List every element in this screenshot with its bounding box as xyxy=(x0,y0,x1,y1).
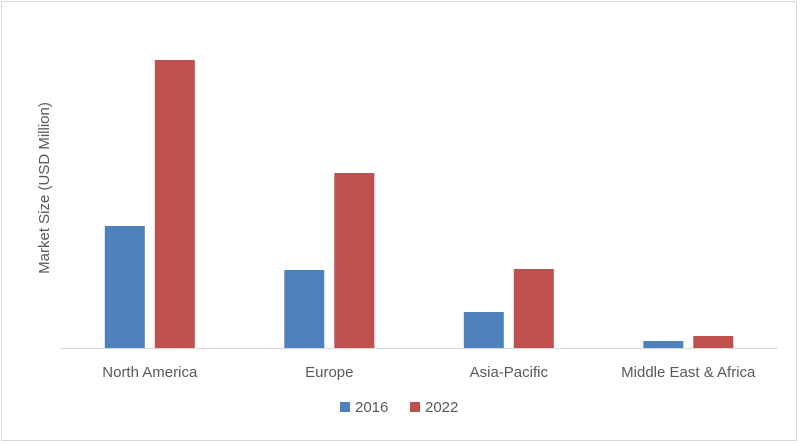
bar-2016-europe xyxy=(284,270,325,348)
bar-2022-north-america xyxy=(154,60,195,348)
x-tick-label: North America xyxy=(102,364,198,381)
x-tick-label: Middle East & Africa xyxy=(621,364,756,381)
y-axis-title: Market Size (USD Million) xyxy=(36,102,53,274)
legend-swatch-2016 xyxy=(340,402,350,412)
bar-2022-asia-pacific xyxy=(513,269,554,348)
bar-2016-asia-pacific xyxy=(463,312,504,348)
x-tick-label: Asia-Pacific xyxy=(470,364,549,381)
bar-2016-north-america xyxy=(104,226,145,348)
bar-2022-middle-east-africa xyxy=(693,336,734,348)
legend-label-2016: 2016 xyxy=(355,399,388,416)
bar-2016-middle-east-africa xyxy=(643,341,684,348)
bar-2022-europe xyxy=(334,173,375,348)
legend-swatch-2022 xyxy=(410,402,420,412)
x-tick-label: Europe xyxy=(305,364,353,381)
legend-label-2022: 2022 xyxy=(425,399,458,416)
x-tick-labels: North America Europe Asia-Pacific Middle Ea… xyxy=(102,364,756,381)
legend: 2016 2022 xyxy=(340,399,458,416)
bars-group xyxy=(104,60,734,348)
